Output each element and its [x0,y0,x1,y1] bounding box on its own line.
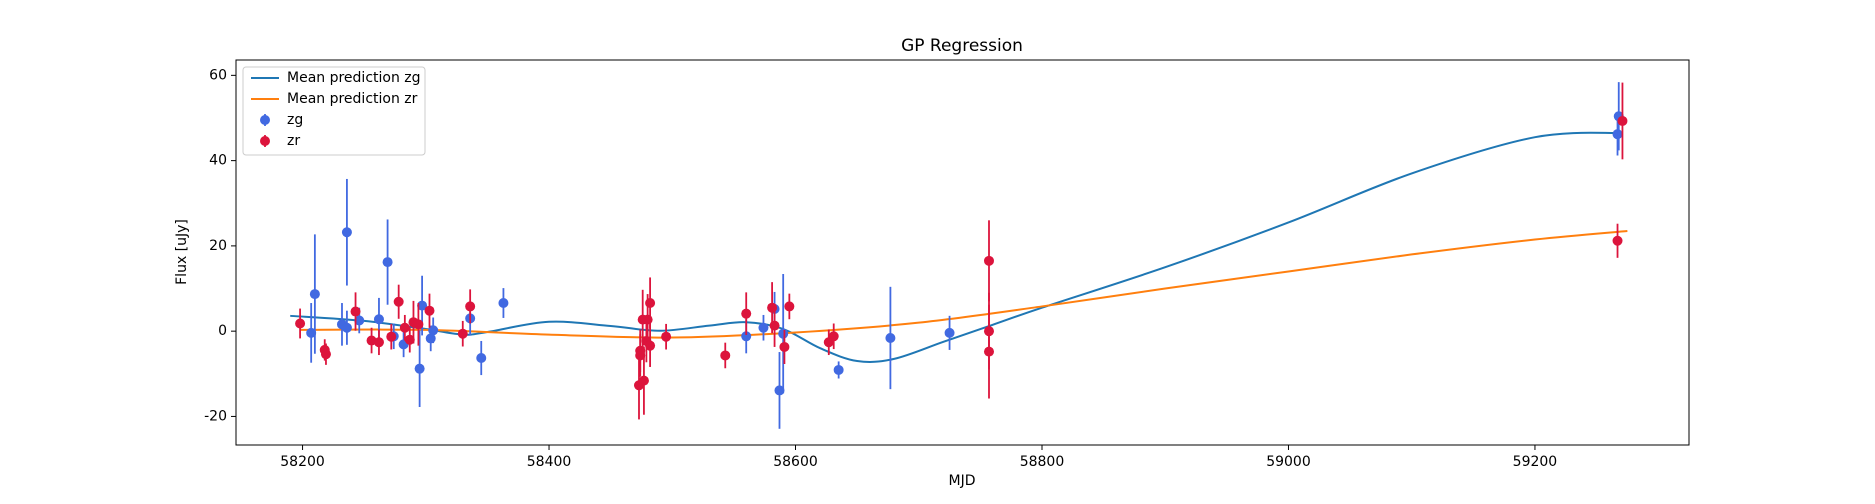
data-point [465,301,476,312]
chart-title: GP Regression [901,36,1023,56]
data-point [399,322,410,333]
y-tick-label: 40 [209,153,227,169]
data-point [638,375,649,386]
data-point [767,302,778,313]
data-point [417,300,428,311]
legend-label: zg [287,112,303,128]
data-point [476,353,487,364]
data-point [393,296,404,307]
legend-box [242,66,426,156]
data-point [1617,115,1628,126]
data-point [320,349,331,360]
data-point [774,385,785,396]
data-point [741,308,752,319]
data-point [1612,235,1623,246]
legend-label: zr [287,133,300,149]
data-point [404,334,415,345]
axes-frame [235,59,1690,446]
data-point [457,328,468,339]
y-tick-label: 60 [209,67,227,83]
x-tick-label: 59000 [1266,454,1311,470]
data-point [645,298,656,309]
y-tick-label: 20 [209,238,227,254]
data-point [424,305,435,316]
data-point [720,350,731,361]
data-point [983,255,994,266]
legend: Mean prediction zg Mean prediction zr zg zr [242,66,426,156]
data-point [885,332,896,343]
data-point [382,257,393,268]
data-point [944,327,955,338]
x-tick-label: 58600 [773,454,818,470]
x-tick-label: 58200 [280,454,325,470]
data-point [642,314,653,325]
data-point [769,320,780,331]
data-point [341,322,352,333]
data-point [741,331,752,342]
data-point [354,315,365,326]
data-point [306,327,317,338]
data-point [983,346,994,357]
legend-label: Mean prediction zr [287,91,418,107]
legend-marker [260,115,270,125]
x-tick-label: 58800 [1020,454,1065,470]
data-point [645,340,656,351]
data-point [498,298,509,309]
data-point [350,306,361,317]
data-point [828,331,839,342]
plot-area [290,82,1628,429]
y-tick-label: -20 [204,408,227,424]
x-tick-label: 58400 [527,454,572,470]
data-point [341,227,352,238]
data-point [661,331,672,342]
mean-line [300,229,1628,339]
data-point [373,314,384,325]
data-point [295,318,306,329]
data-point [778,328,789,339]
data-point [779,341,790,352]
data-point [784,301,795,312]
data-point [373,337,384,348]
x-tick-label: 59200 [1513,454,1558,470]
data-point [1612,129,1623,140]
legend-marker [260,136,270,146]
mean-line [290,131,1622,363]
legend-label: Mean prediction zg [287,70,421,86]
y-tick-label: 0 [218,323,227,339]
data-point [833,364,844,375]
data-point [386,331,397,342]
data-point [414,363,425,374]
data-point [413,319,424,330]
data-point [309,289,320,300]
data-point [758,322,769,333]
data-point [635,350,646,361]
y-axis-label: Flux [uJy] [174,219,190,285]
x-axis-label: MJD [949,473,976,489]
data-point [428,325,439,336]
